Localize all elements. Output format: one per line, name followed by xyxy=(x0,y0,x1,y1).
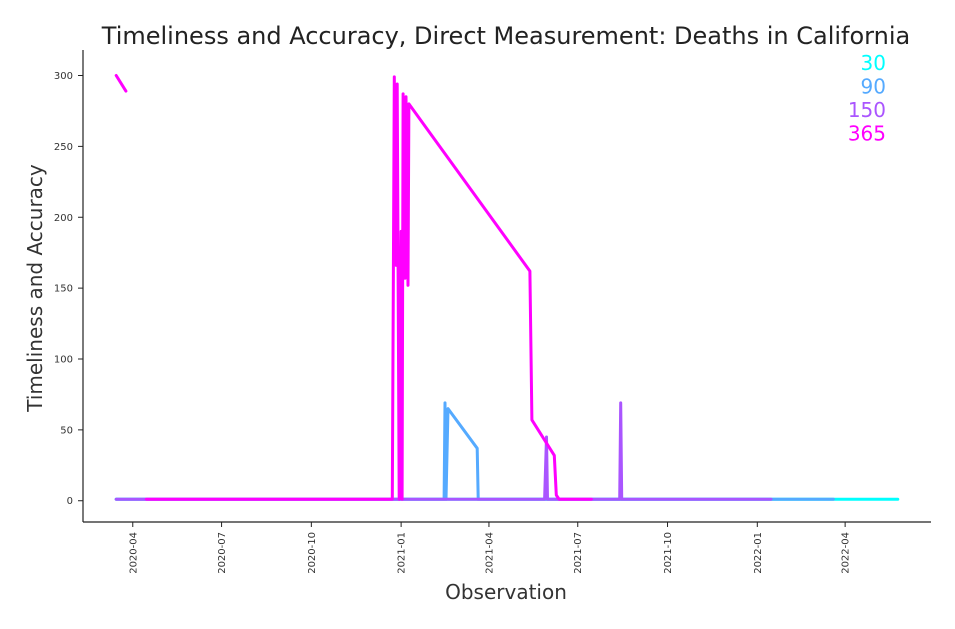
y-tick-label: 100 xyxy=(54,354,73,365)
y-axis-label: Timeliness and Accuracy xyxy=(23,164,47,413)
y-axis-ticks: 0 50 100 150 200 250 300 xyxy=(54,71,83,507)
x-tick-label: 2021-07 xyxy=(573,532,584,574)
x-tick-label: 2022-01 xyxy=(753,532,764,574)
x-tick-label: 2021-04 xyxy=(484,532,495,574)
y-tick-label: 300 xyxy=(54,71,73,82)
x-tick-label: 2020-04 xyxy=(128,532,139,574)
y-tick-label: 150 xyxy=(54,284,73,295)
y-tick-label: 200 xyxy=(54,213,73,224)
legend-entry-90: 90 xyxy=(861,75,886,99)
chart-title: Timeliness and Accuracy, Direct Measurem… xyxy=(101,22,910,50)
legend-entry-365: 365 xyxy=(848,122,886,146)
x-tick-label: 2021-01 xyxy=(397,532,408,574)
x-tick-label: 2021-10 xyxy=(663,532,674,574)
legend-entry-30: 30 xyxy=(861,51,886,75)
series-line-90 xyxy=(114,401,835,501)
x-tick-label: 2020-07 xyxy=(217,532,228,574)
x-axis-ticks: 2020-04 2020-07 2020-10 2021-01 2021-04 2021-… xyxy=(128,522,852,574)
x-tick-label: 2020-10 xyxy=(307,532,318,574)
series-line-365 xyxy=(114,74,593,501)
x-tick-label: 2022-04 xyxy=(841,532,852,574)
legend-entry-150: 150 xyxy=(848,98,886,122)
y-tick-label: 250 xyxy=(54,142,73,153)
series-line-150 xyxy=(114,401,773,501)
plot-area xyxy=(114,74,900,501)
y-tick-label: 0 xyxy=(67,496,73,507)
x-axis-label: Observation xyxy=(445,580,567,604)
y-tick-label: 50 xyxy=(60,425,73,436)
